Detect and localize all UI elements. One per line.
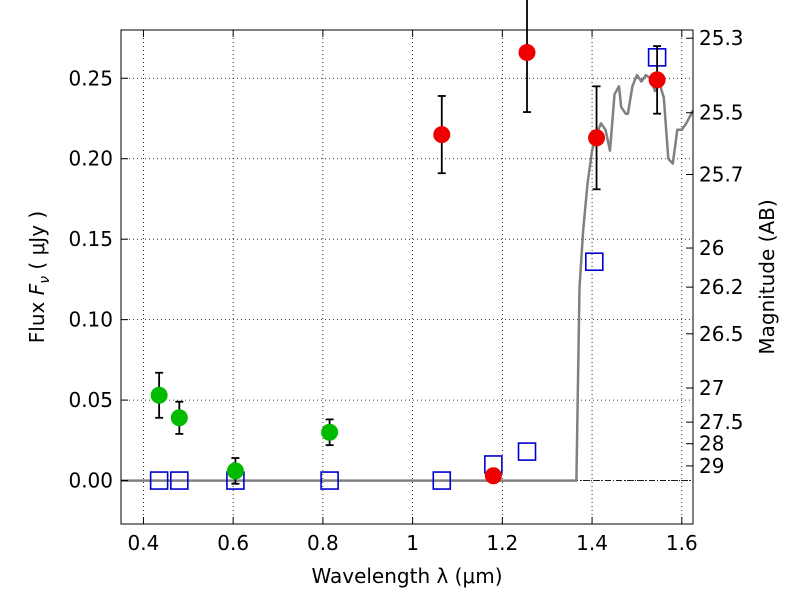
square-point <box>149 471 169 490</box>
x-tick-label: 0.6 <box>217 531 249 555</box>
y-axis-label: Flux Fν ( μJy ) <box>25 211 53 343</box>
x-tick-label: 1.6 <box>666 531 698 555</box>
right-tick-label: 29 <box>699 454 724 478</box>
data-point <box>588 129 606 147</box>
data-point <box>484 467 502 485</box>
x-tick-label: 0.4 <box>128 531 160 555</box>
square-point <box>585 252 604 272</box>
data-point <box>170 409 188 427</box>
data-point <box>150 386 168 404</box>
y-tick-label: 0.00 <box>68 469 113 493</box>
right-axis-label: Magnitude (AB) <box>755 199 779 354</box>
x-axis-label: Wavelength λ (μm) <box>311 564 502 588</box>
plot-marks <box>121 0 695 490</box>
right-tick-label: 28 <box>699 432 724 456</box>
square-point <box>170 471 189 490</box>
square-point <box>432 471 452 490</box>
data-point <box>226 462 244 480</box>
spectrum-line <box>121 73 695 482</box>
right-tick-label: 25.5 <box>699 101 744 125</box>
right-tick-label: 26 <box>699 236 724 260</box>
square-point <box>320 471 339 490</box>
right-tick-label: 25.3 <box>699 26 744 50</box>
data-point <box>648 71 666 89</box>
right-tick-label: 26.5 <box>699 322 744 346</box>
square-point <box>517 442 537 461</box>
data-point <box>518 44 536 62</box>
plot-frame <box>120 29 694 525</box>
x-tick-label: 1.2 <box>486 531 518 555</box>
axis-ticks: 0.4 0.6 0.8 1 1.2 1.4 1.6 0.00 0.05 0.10 0.15 0.20 0… <box>68 26 743 555</box>
right-tick-label: 27.5 <box>699 410 744 434</box>
y-tick-label: 0.25 <box>68 66 113 90</box>
x-tick-label: 1 <box>406 531 419 555</box>
right-tick-label: 26.2 <box>699 275 744 299</box>
y-tick-label: 0.15 <box>68 227 113 251</box>
data-point <box>321 423 339 441</box>
y-tick-label: 0.05 <box>68 388 113 412</box>
right-tick-label: 25.7 <box>699 162 744 186</box>
right-tick-label: 27 <box>699 376 724 400</box>
data-point <box>433 126 451 144</box>
y-tick-label: 0.20 <box>68 147 113 171</box>
y-tick-label: 0.10 <box>68 308 113 332</box>
x-tick-label: 1.4 <box>576 531 608 555</box>
x-tick-label: 0.8 <box>307 531 339 555</box>
